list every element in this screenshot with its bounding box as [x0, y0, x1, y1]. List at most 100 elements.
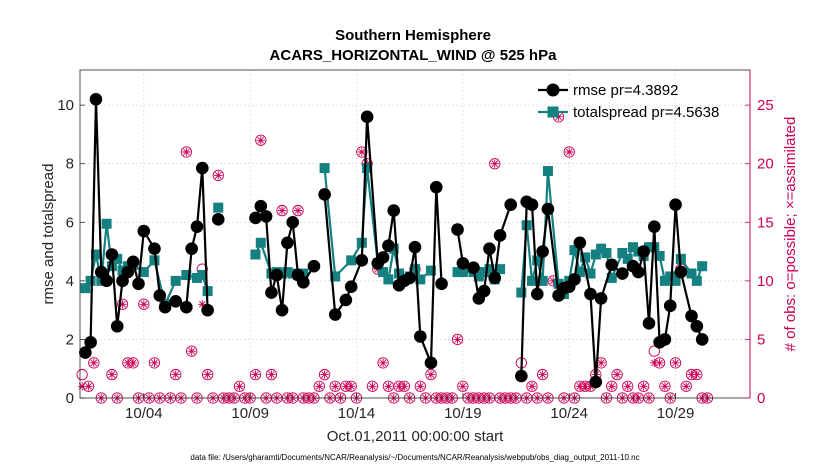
obs-assimilated-marker	[623, 382, 632, 391]
chart-title: Southern Hemisphere	[335, 27, 491, 44]
rmse-point	[121, 265, 135, 279]
rmse-point	[669, 198, 682, 212]
totalspread-point	[654, 250, 665, 261]
totalspread-point	[670, 275, 681, 286]
obs-assimilated-marker	[692, 370, 702, 379]
totalspread-point	[686, 268, 697, 279]
rmse-point	[180, 300, 193, 314]
totalspread-point	[362, 163, 373, 174]
obs-assimilated-marker	[416, 382, 425, 391]
rmse-point	[424, 356, 438, 370]
rmse-point	[408, 240, 422, 254]
obs-possible-marker	[638, 380, 650, 392]
y-axis-right-label: # of obs: o=possible; ×=assimilated	[782, 117, 799, 352]
y-tick-label: 4	[66, 273, 74, 290]
totalspread-point	[606, 272, 617, 283]
totalspread-point	[90, 249, 101, 260]
rmse-point	[259, 210, 273, 223]
rmse-point	[84, 336, 97, 349]
obs-possible-marker	[88, 357, 100, 369]
rmse-point	[137, 224, 151, 238]
rmse-point	[249, 211, 262, 225]
totalspread-point	[170, 275, 181, 286]
obs-possible-marker	[138, 298, 150, 310]
x-tick-label: 10/24	[550, 405, 588, 422]
totalspread-point	[495, 264, 506, 275]
totalspread-point	[617, 248, 628, 259]
totalspread-point	[691, 275, 702, 286]
obs-possible-marker	[212, 169, 224, 182]
totalspread-point	[569, 245, 580, 256]
obs-assimilated-marker	[150, 358, 159, 368]
legend-totalspread-marker	[547, 106, 559, 118]
obs-assimilated-marker	[182, 147, 191, 157]
y-tick-label: 0	[66, 390, 74, 407]
obs-possible-marker	[653, 357, 666, 369]
rmse-point	[307, 259, 321, 273]
rmse-point	[647, 220, 661, 233]
totalspread-point	[457, 267, 468, 278]
obs-assimilated-marker	[357, 147, 367, 157]
totalspread-point	[622, 253, 633, 264]
totalspread-point	[484, 264, 495, 275]
y-right-tick-label: 15	[757, 214, 774, 231]
rmse-point	[211, 213, 225, 226]
rmse-point	[483, 242, 496, 255]
totalspread-point	[452, 267, 463, 278]
obs-assimilated-marker	[368, 382, 377, 391]
obs-assimilated-marker	[586, 382, 595, 391]
rmse-point	[467, 261, 480, 274]
obs-possible-marker	[611, 368, 623, 381]
right-y-axis: 0 5 10 15 20 25	[745, 70, 774, 407]
obs-assimilated-marker	[681, 382, 691, 391]
obs-possible-marker	[489, 158, 501, 170]
obs-possible-marker	[345, 380, 357, 392]
totalspread-point	[479, 267, 490, 278]
obs-assimilated-marker	[660, 382, 670, 391]
rmse-point	[126, 255, 140, 269]
totalspread-point	[255, 237, 266, 248]
rmse-point	[616, 267, 629, 280]
totalspread-point	[574, 267, 585, 278]
rmse-point	[79, 346, 92, 359]
rmse-point	[435, 277, 448, 291]
totalspread-point	[197, 270, 208, 280]
rmse-point	[132, 277, 145, 291]
obs-possible-marker	[180, 146, 192, 158]
obs-possible-marker	[255, 134, 267, 146]
totalspread-point	[383, 274, 394, 285]
obs-possible-marker	[563, 146, 575, 158]
rmse-point	[690, 319, 704, 333]
rmse-point	[456, 256, 470, 270]
y-tick-label: 10	[57, 97, 74, 114]
obs-assimilated-marker	[118, 300, 127, 309]
totalspread-point	[473, 271, 484, 282]
rmse-point	[695, 333, 709, 346]
y-right-tick-label: 25	[757, 97, 774, 114]
obs-possible-marker	[648, 345, 660, 357]
rmse-point	[100, 274, 113, 288]
rmse-point	[169, 295, 183, 308]
totalspread-point	[537, 275, 548, 286]
obs-possible-marker	[76, 368, 88, 381]
obs-assimilated-marker	[538, 370, 547, 379]
obs-assimilated-marker	[89, 358, 99, 368]
plot-frame	[80, 70, 750, 398]
x-axis: 10/04 10/09 10/14 10/19 10/24 10/29	[125, 393, 694, 422]
rmse-point	[515, 369, 528, 383]
rmse-point	[89, 92, 103, 106]
obs-possible-marker	[276, 204, 288, 217]
obs-possible-marker	[398, 380, 411, 392]
rmse-point	[477, 284, 491, 298]
x-tick-label: 10/04	[125, 405, 163, 422]
obs-assimilated-marker	[549, 276, 558, 286]
totalspread-point	[516, 287, 527, 298]
totalspread-point	[526, 275, 537, 286]
rmse-point	[201, 303, 214, 317]
rmse-point	[541, 202, 555, 216]
totalspread-point	[553, 278, 564, 289]
totalspread-point	[282, 267, 293, 278]
rmse-point	[158, 300, 172, 314]
x-axis-label: Oct.01,2011 00:00:00 start	[327, 428, 504, 445]
totalspread-point	[191, 272, 202, 283]
